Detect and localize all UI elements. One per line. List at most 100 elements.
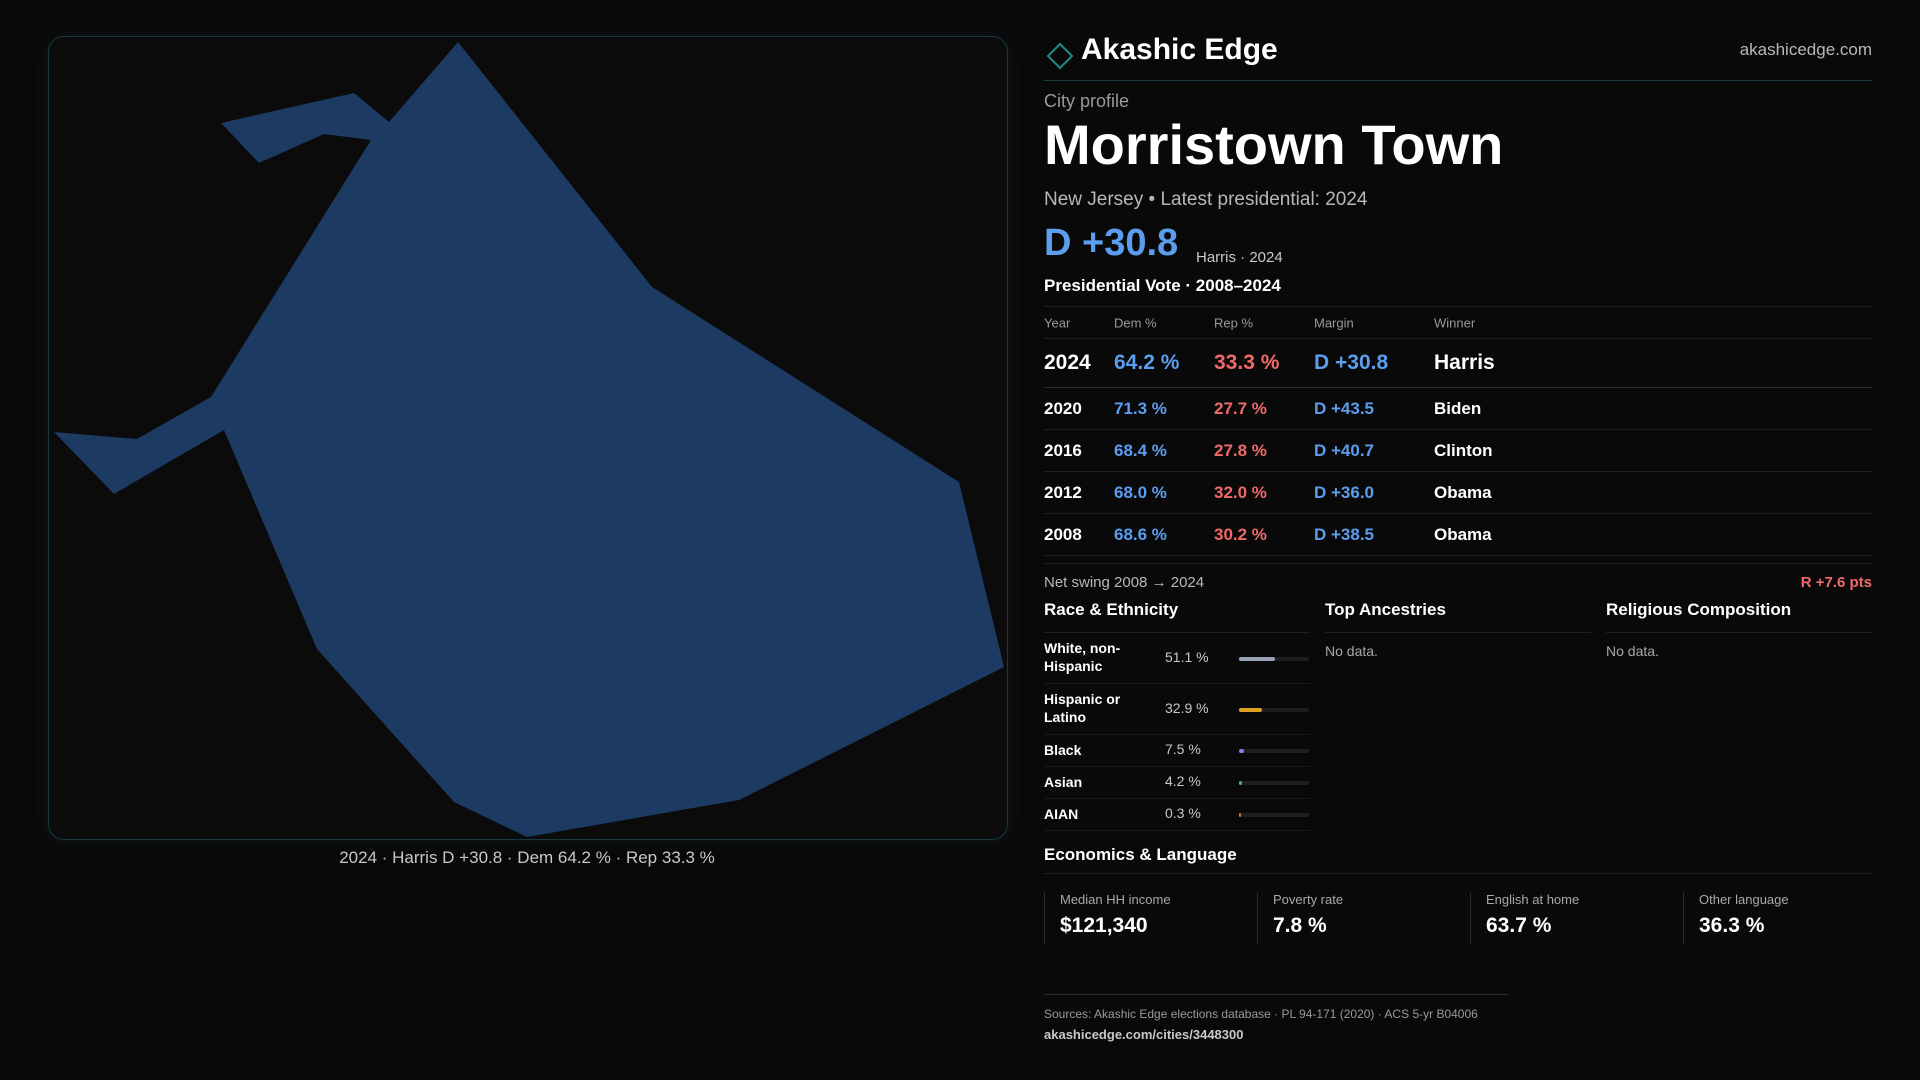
list-item: Hispanic or Latino 32.9 % (1044, 684, 1310, 735)
race-bar-fill (1239, 708, 1263, 712)
table-row: 2016 68.4 % 27.8 % D +40.7 Clinton (1044, 430, 1872, 472)
row-dem: 71.3 % (1114, 398, 1167, 418)
row-dem: 68.0 % (1114, 482, 1167, 502)
row-year: 2016 (1044, 440, 1082, 460)
race-list: White, non-Hispanic 51.1 % Hispanic or L… (1044, 633, 1310, 831)
row-year: 2008 (1044, 524, 1082, 544)
religion-section: Religious Composition No data. (1606, 600, 1872, 659)
header-rep: Rep % (1214, 315, 1254, 330)
net-swing-row: Net swing 2008 → 2024 R +7.6 pts (1044, 563, 1872, 596)
brand-header: Akashic Edge akashicedge.com (1044, 30, 1872, 81)
city-permalink[interactable]: akashicedge.com/cities/3448300 (1044, 1027, 1244, 1042)
race-label: Asian (1044, 774, 1083, 790)
brand-name: Akashic Edge (1081, 33, 1278, 66)
race-bar-fill (1239, 657, 1275, 661)
net-swing-value: R +7.6 pts (1800, 574, 1872, 591)
net-swing-label: Net swing 2008 → 2024 (1044, 574, 1205, 591)
row-dem: 68.6 % (1114, 524, 1167, 544)
race-value: 51.1 % (1165, 649, 1209, 665)
stat-poverty-rate: Poverty rate 7.8 % (1257, 892, 1456, 944)
row-winner: Clinton (1434, 440, 1493, 460)
stat-label: English at home (1486, 892, 1580, 907)
list-item: Black 7.5 % (1044, 735, 1310, 767)
list-item: White, non-Hispanic 51.1 % (1044, 633, 1310, 684)
race-bar-track (1239, 708, 1309, 712)
map-svg (54, 42, 1004, 837)
row-rep: 27.7 % (1214, 398, 1267, 418)
brand-url-link[interactable]: akashicedge.com (1739, 40, 1872, 59)
vote-section-title: Presidential Vote · 2008–2024 (1044, 276, 1281, 295)
stat-value: 7.8 % (1273, 914, 1327, 937)
stat-label: Poverty rate (1273, 892, 1344, 907)
race-ethnicity-section: Race & Ethnicity White, non-Hispanic 51.… (1044, 600, 1310, 831)
table-row: 2024 64.2 % 33.3 % D +30.8 Harris (1044, 339, 1872, 388)
race-bar-track (1239, 813, 1309, 817)
map-caption: 2024 · Harris D +30.8 · Dem 64.2 % · Rep… (339, 848, 715, 867)
race-label: Black (1044, 742, 1082, 758)
page-eyebrow: City profile (1044, 91, 1130, 111)
race-value: 7.5 % (1165, 741, 1201, 757)
header-year: Year (1044, 315, 1071, 330)
row-winner: Obama (1434, 482, 1492, 502)
race-bar-track (1239, 657, 1309, 661)
row-margin: D +30.8 (1314, 351, 1389, 374)
city-boundary-shape (54, 42, 1004, 837)
ancestries-section: Top Ancestries No data. (1325, 600, 1591, 659)
city-profile-panel: Akashic Edge akashicedge.com City profil… (1044, 0, 1872, 1080)
race-section-title: Race & Ethnicity (1044, 600, 1310, 633)
stat-value: 63.7 % (1486, 914, 1552, 937)
sources-text: Sources: Akashic Edge elections database… (1044, 1007, 1478, 1021)
race-value: 0.3 % (1165, 805, 1201, 821)
vote-table: Year Dem % Rep % Margin Winner 2024 64.2… (1044, 306, 1872, 556)
list-item: AIAN 0.3 % (1044, 799, 1310, 831)
header-dem: Dem % (1114, 315, 1157, 330)
city-boundary-map (48, 36, 1008, 840)
stat-label: Other language (1699, 892, 1789, 907)
stat-english-at-home: English at home 63.7 % (1470, 892, 1669, 944)
race-label: AIAN (1044, 806, 1079, 822)
religion-empty-message: No data. (1606, 643, 1659, 659)
table-row: 2008 68.6 % 30.2 % D +38.5 Obama (1044, 514, 1872, 556)
header-winner: Winner (1434, 315, 1476, 330)
row-winner: Harris (1434, 351, 1495, 374)
row-year: 2012 (1044, 482, 1082, 502)
row-winner: Biden (1434, 398, 1482, 418)
row-dem: 68.4 % (1114, 440, 1167, 460)
table-row: 2020 71.3 % 27.7 % D +43.5 Biden (1044, 388, 1872, 430)
sources-footer: Sources: Akashic Edge elections database… (1044, 994, 1509, 1042)
diamond-logo-icon (1046, 42, 1074, 70)
row-rep: 30.2 % (1214, 524, 1267, 544)
row-rep: 32.0 % (1214, 482, 1267, 502)
page-subtitle: New Jersey • Latest presidential: 2024 (1044, 189, 1368, 210)
stat-value: $121,340 (1060, 914, 1148, 937)
ancestries-empty-message: No data. (1325, 643, 1378, 659)
race-label: Hispanic or Latino (1044, 691, 1121, 725)
row-margin: D +36.0 (1314, 482, 1375, 502)
economics-section-title: Economics & Language (1044, 845, 1872, 874)
row-year: 2024 (1044, 351, 1091, 374)
race-label: White, non-Hispanic (1044, 640, 1121, 674)
race-bar-fill (1239, 813, 1241, 817)
row-rep: 33.3 % (1214, 351, 1280, 374)
stat-value: 36.3 % (1699, 914, 1765, 937)
row-year: 2020 (1044, 398, 1082, 418)
row-winner: Obama (1434, 524, 1492, 544)
page-title: Morristown Town (1044, 113, 1504, 176)
economics-stats: Median HH income $121,340 Poverty rate 7… (1044, 892, 1872, 944)
stat-label: Median HH income (1060, 892, 1171, 907)
race-value: 32.9 % (1165, 700, 1209, 716)
vote-table-header: Year Dem % Rep % Margin Winner (1044, 307, 1872, 339)
table-row: 2012 68.0 % 32.0 % D +36.0 Obama (1044, 472, 1872, 514)
row-margin: D +43.5 (1314, 398, 1375, 418)
row-margin: D +40.7 (1314, 440, 1375, 460)
race-bar-track (1239, 781, 1309, 785)
ancestries-section-title: Top Ancestries (1325, 600, 1591, 633)
religion-section-title: Religious Composition (1606, 600, 1872, 633)
stat-median-income: Median HH income $121,340 (1044, 892, 1243, 944)
headline-margin: D +30.8 (1044, 222, 1179, 264)
header-margin: Margin (1314, 315, 1354, 330)
row-dem: 64.2 % (1114, 351, 1180, 374)
headline-note: Harris · 2024 (1196, 249, 1283, 266)
race-bar-fill (1239, 781, 1242, 785)
row-rep: 27.8 % (1214, 440, 1267, 460)
